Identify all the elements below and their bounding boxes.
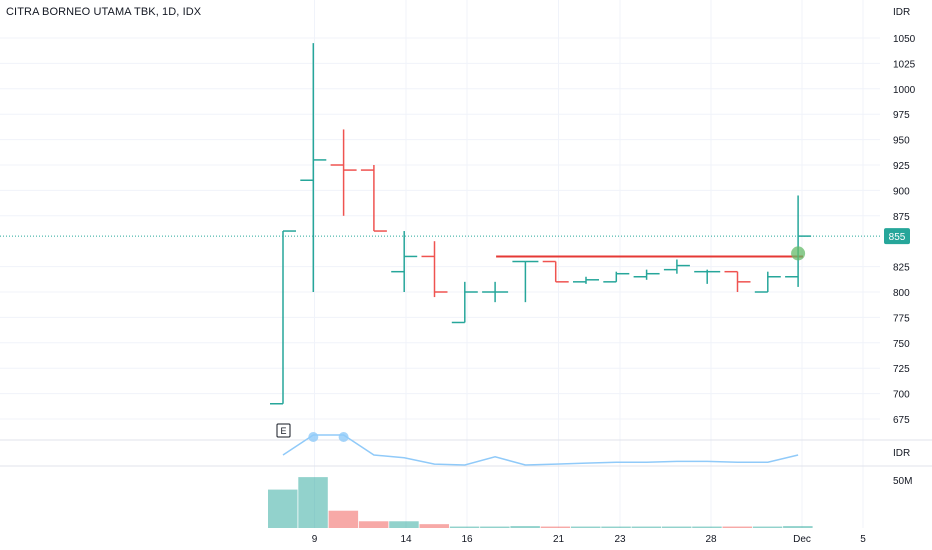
indicator-line (282, 434, 799, 466)
earnings-marker-label: E (280, 426, 286, 436)
chart-title: CITRA BORNEO UTAMA TBK, 1D, IDX (6, 6, 202, 18)
volume-bar (722, 526, 752, 528)
volume-bar (661, 526, 692, 528)
price-currency-label: IDR (893, 7, 910, 18)
volume-bar (268, 489, 298, 528)
volume-bar (692, 526, 722, 528)
volume-bar (631, 526, 662, 528)
price-axis-tick-label: 950 (893, 136, 910, 147)
time-axis-label: 5 (860, 534, 866, 545)
indicator-marker (338, 432, 349, 442)
price-axis-tick-label: 975 (893, 110, 910, 121)
time-axis-label: 28 (705, 534, 717, 545)
volume-bar (389, 521, 419, 528)
current-price-label: 855 (889, 232, 906, 243)
current-price-badge (884, 228, 910, 245)
time-axis-label: 14 (400, 534, 412, 545)
price-axis-tick-label: 1000 (893, 85, 916, 96)
time-axis-label: Dec (793, 534, 811, 545)
volume-bar (449, 526, 480, 528)
volume-bar (480, 526, 510, 528)
price-axis-tick-label: 825 (893, 263, 910, 274)
volume-bar (419, 524, 449, 528)
price-axis-tick-label: 775 (893, 313, 910, 324)
price-axis-tick-label: 725 (893, 364, 910, 375)
volume-bar (752, 526, 783, 528)
volume-axis-tick-label: 50M (893, 476, 912, 487)
price-axis-tick-label: 675 (893, 415, 910, 426)
earnings-marker-icon[interactable] (276, 423, 291, 438)
price-axis-tick-label: 900 (893, 186, 910, 197)
time-axis-label: 21 (553, 534, 565, 545)
volume-bar (510, 526, 540, 528)
volume-bar (601, 526, 631, 528)
time-axis-label: 23 (614, 534, 626, 545)
signal-marker-dot[interactable] (791, 246, 806, 261)
price-axis-tick-label: 1025 (893, 59, 916, 70)
volume-bar (358, 521, 389, 528)
volume-bar (328, 510, 359, 528)
price-axis-tick-label: 875 (893, 212, 910, 223)
volume-bar (298, 477, 328, 528)
price-axis-tick-label: 750 (893, 339, 910, 350)
indicator-currency-label: IDR (893, 448, 910, 459)
time-axis-label: 9 (312, 534, 318, 545)
price-axis-tick-label: 925 (893, 161, 910, 172)
price-axis-tick-label: 700 (893, 390, 910, 401)
volume-bar (571, 526, 601, 528)
indicator-marker (308, 432, 319, 442)
time-axis-label: 16 (461, 534, 473, 545)
volume-bar (783, 526, 813, 528)
volume-bar (540, 526, 571, 528)
price-axis-tick-label: 800 (893, 288, 910, 299)
price-axis-tick-label: 1050 (893, 34, 916, 45)
